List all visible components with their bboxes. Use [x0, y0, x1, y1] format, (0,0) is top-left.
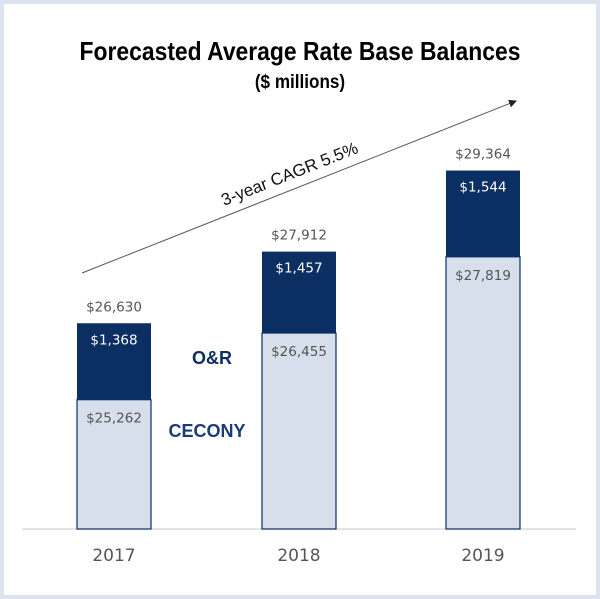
data-label-cecony-2019: $27,819 — [455, 268, 511, 284]
x-tick-label-2019: 2019 — [461, 546, 504, 566]
data-label-o-and-r-2019: $1,544 — [459, 180, 506, 196]
chart-title: Forecasted Average Rate Base Balances — [79, 36, 521, 66]
data-label-cecony-2018: $26,455 — [271, 344, 327, 360]
data-label-total-2018: $27,912 — [271, 228, 327, 244]
bar-o-and-r-2019 — [446, 170, 520, 257]
bar-o-and-r-2018 — [262, 251, 336, 334]
data-label-o-and-r-2018: $1,457 — [275, 261, 322, 277]
data-label-o-and-r-2017: $1,368 — [90, 332, 137, 348]
cagr-arrow — [81, 99, 517, 274]
legend-o-and-r: O&R — [192, 348, 232, 368]
data-label-cecony-2017: $25,262 — [86, 411, 142, 427]
cagr-annotation: 3-year CAGR 5.5% — [218, 138, 360, 209]
data-label-total-2017: $26,630 — [86, 299, 142, 315]
bar-cecony-2018 — [261, 332, 337, 530]
bar-cecony-2019 — [445, 256, 521, 530]
legend-cecony: CECONY — [168, 421, 245, 441]
x-tick-label-2017: 2017 — [92, 546, 135, 566]
bar-o-and-r-2017 — [77, 323, 151, 400]
chart-subtitle: ($ millions) — [254, 72, 346, 93]
x-tick-label-2018: 2018 — [277, 546, 320, 566]
data-label-total-2019: $29,364 — [455, 147, 511, 163]
